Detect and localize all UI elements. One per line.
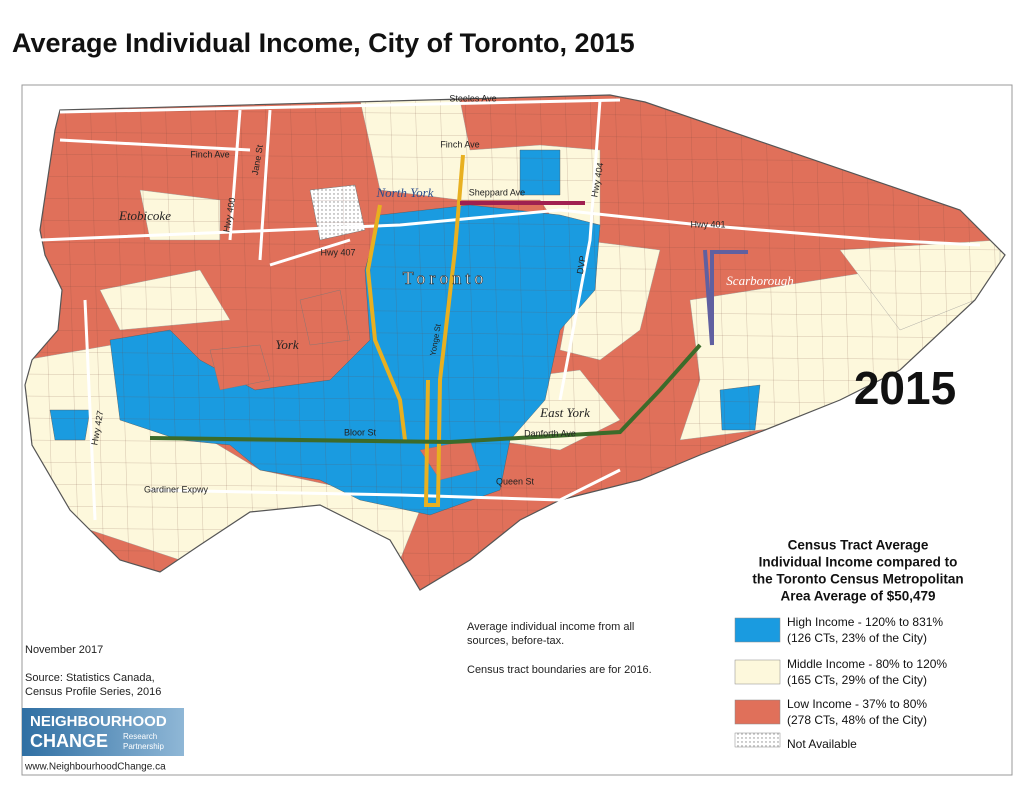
map-label: Finch Ave <box>190 149 229 159</box>
logo-text: CHANGE <box>30 731 108 751</box>
roads <box>39 98 981 521</box>
legend-detail: (165 CTs, 29% of the City) <box>787 673 927 687</box>
map-regions <box>25 95 1005 590</box>
logo-text: NEIGHBOURHOOD <box>30 713 167 730</box>
legend-label: Not Available <box>787 737 857 751</box>
legend-title: Area Average of $50,479 <box>780 589 935 604</box>
tract-boundary <box>25 219 1005 229</box>
map-label: Toronto <box>403 268 488 288</box>
tract-boundary <box>25 263 1005 273</box>
legend-detail: (126 CTs, 23% of the City) <box>787 631 927 645</box>
map-label: Sheppard Ave <box>469 187 525 197</box>
note: Census tract boundaries are for 2016. <box>467 664 652 676</box>
legend-title: Census Tract Average <box>788 538 929 553</box>
legend-swatch <box>734 659 781 685</box>
map-label: Steeles Ave <box>449 93 496 103</box>
date: November 2017 <box>25 644 103 656</box>
map-label: Etobicoke <box>118 208 171 223</box>
middle-income-area <box>359 99 601 231</box>
legend-label: High Income - 120% to 831% <box>787 615 943 629</box>
road <box>228 109 242 241</box>
not-available-area <box>309 184 366 241</box>
note: Average individual income from all <box>467 621 634 633</box>
map-frame <box>21 84 1013 776</box>
legend-swatch <box>734 617 781 643</box>
subway-line <box>149 343 702 445</box>
legend-swatch <box>734 732 781 748</box>
url: www.NeighbourhoodChange.ca <box>24 762 166 773</box>
tract-boundary <box>364 95 381 590</box>
tract-boundary <box>464 95 481 590</box>
legend-title: the Toronto Census Metropolitan <box>752 572 963 587</box>
source: Census Profile Series, 2016 <box>25 686 161 698</box>
tract-boundary <box>25 175 1005 185</box>
legend-swatch <box>734 699 781 725</box>
road <box>39 208 981 247</box>
tract-boundary <box>339 95 356 590</box>
legend-label: Middle Income - 80% to 120% <box>787 657 947 671</box>
map-label: DVP <box>575 255 588 275</box>
high-income-area <box>49 409 91 441</box>
tract-boundary <box>164 95 181 590</box>
middle-income-area <box>139 189 221 241</box>
map-label: North York <box>376 185 434 200</box>
legend-title: Individual Income compared to <box>759 555 958 570</box>
subway-line <box>703 249 748 346</box>
map-label: Gardiner Expwy <box>144 484 209 494</box>
title: Average Individual Income, City of Toron… <box>12 28 635 58</box>
map-label: Bloor St <box>344 427 377 437</box>
tract-boundary <box>214 95 231 590</box>
tract-boundary <box>25 351 1005 361</box>
tract-boundary <box>389 95 406 590</box>
tract-boundary <box>114 95 131 590</box>
low-income-area <box>209 344 271 391</box>
tract-boundary <box>414 95 431 590</box>
high-income-area <box>519 149 561 196</box>
road <box>558 99 602 401</box>
logo <box>22 708 184 756</box>
road <box>59 138 251 152</box>
map-label: Danforth Ave <box>524 428 576 438</box>
map-label: Hwy 401 <box>690 219 725 229</box>
logo-text: Research <box>123 732 157 741</box>
road <box>83 299 97 521</box>
legend-label: Low Income - 37% to 80% <box>787 697 927 711</box>
road <box>59 98 621 114</box>
tract-boundary <box>439 95 456 590</box>
tract-boundary <box>25 329 1005 339</box>
legend-detail: (278 CTs, 48% of the City) <box>787 713 927 727</box>
road <box>258 109 272 261</box>
tract-boundary <box>189 95 206 590</box>
low-income-area <box>299 289 351 346</box>
year-label: 2015 <box>854 362 956 414</box>
tract-boundary <box>64 95 81 590</box>
logo-text: Partnership <box>123 742 164 751</box>
map-label: York <box>275 337 299 352</box>
legend: Census Tract Average Individual Income co… <box>734 538 964 751</box>
high-income-area <box>719 384 761 431</box>
road <box>149 468 621 502</box>
subway-line <box>365 204 407 441</box>
map-label: Queen St <box>496 476 535 486</box>
tract-boundary <box>25 373 1005 383</box>
tract-boundary <box>514 95 531 590</box>
map-label: Finch Ave <box>440 139 479 149</box>
tract-boundary <box>89 95 106 590</box>
tract-boundary <box>25 241 1005 251</box>
notes: Average individual income from all source… <box>467 621 652 676</box>
tract-boundary <box>489 95 506 590</box>
map-label: Hwy 407 <box>320 247 355 257</box>
tract-boundary <box>25 307 1005 317</box>
note: sources, before-tax. <box>467 635 564 647</box>
map-label: East York <box>539 405 590 420</box>
map-label: Scarborough <box>726 273 793 288</box>
middle-income-area <box>99 269 231 331</box>
road <box>269 238 351 267</box>
tract-boundary <box>25 285 1005 295</box>
source: Source: Statistics Canada, <box>25 672 155 684</box>
tract-boundary <box>139 95 156 590</box>
